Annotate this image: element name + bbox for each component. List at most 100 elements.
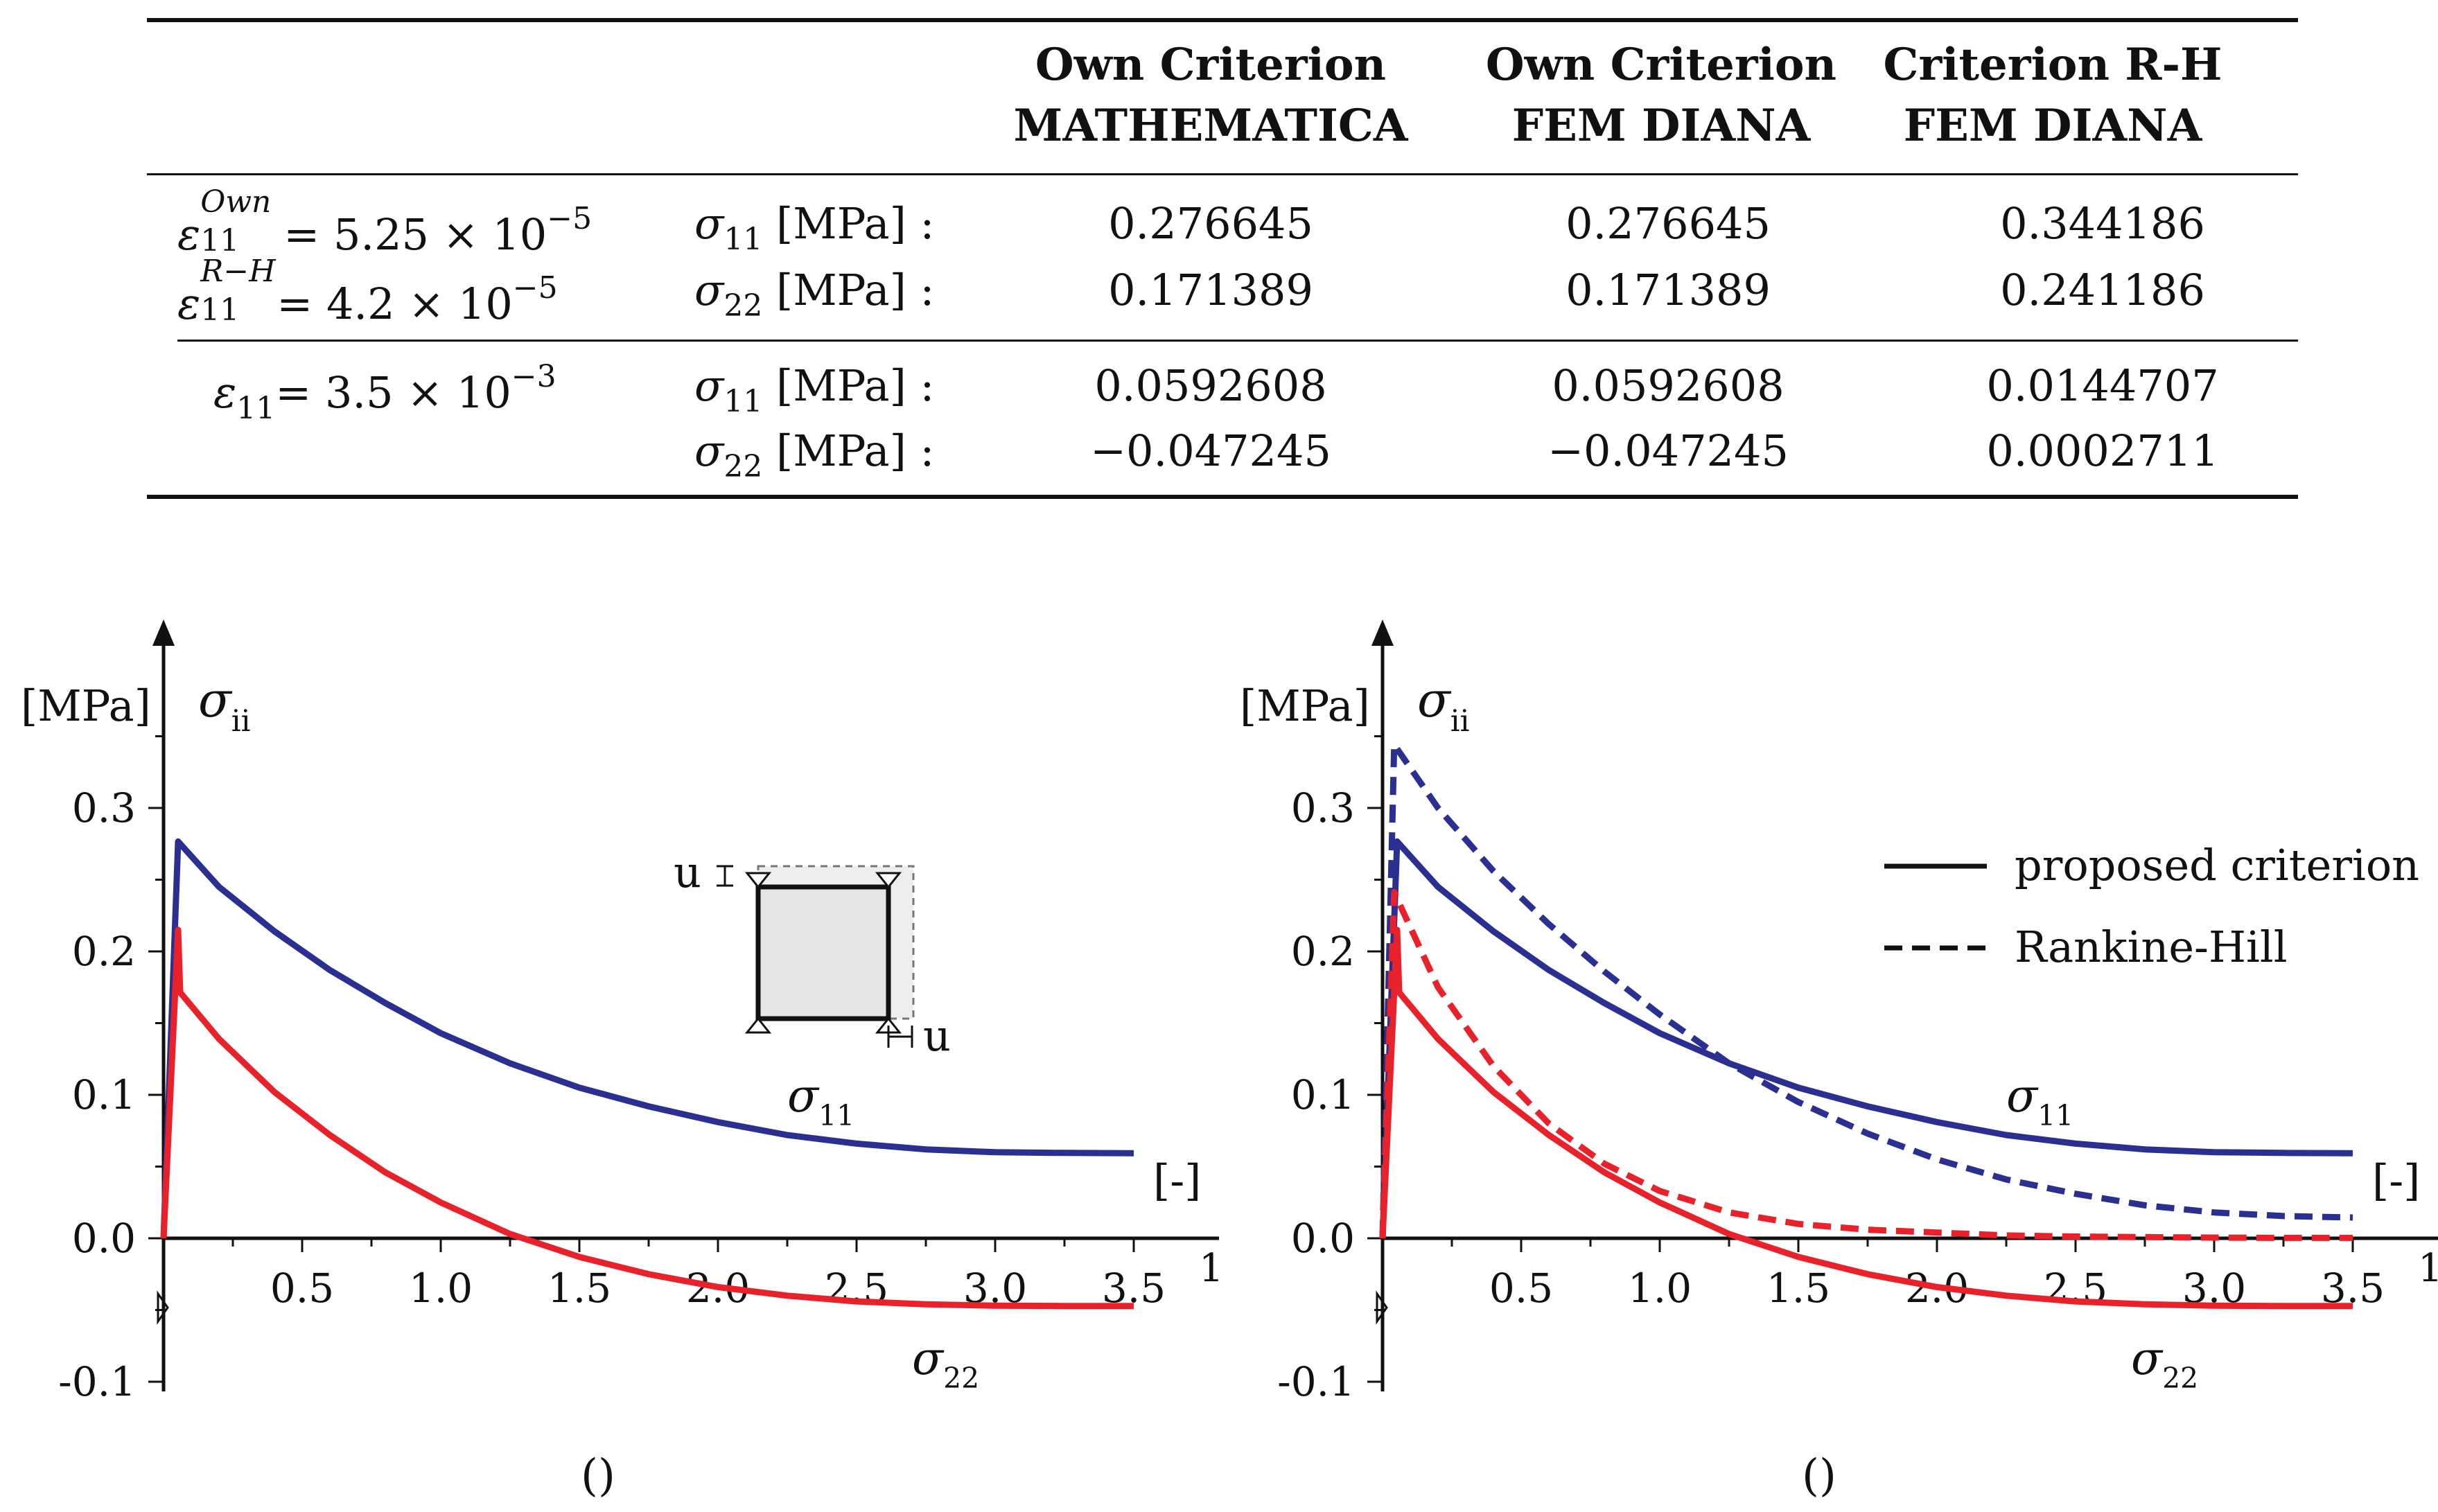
series-line-1 <box>160 926 1134 1310</box>
x-tick-label: 0.5 <box>270 1265 334 1312</box>
table-bottom-rule <box>147 495 2298 499</box>
x-tick-label: 1.5 <box>547 1265 611 1312</box>
strain-symbol: ε <box>177 279 201 329</box>
y-axis-arrow <box>152 619 175 646</box>
x-tick-label: 1.5 <box>1766 1265 1830 1312</box>
x-tick-label: 1.0 <box>409 1265 473 1312</box>
series-label-0: σ11 <box>2006 1069 2073 1132</box>
chart-b: 0.00.10.20.3-0.10.51.01.52.02.53.03.510-… <box>1240 619 2438 1405</box>
inset-support <box>744 1017 772 1034</box>
y-axis-symbol-sym: σ <box>198 671 233 728</box>
x-tick-label: 1.0 <box>1628 1265 1692 1312</box>
stress-label-s11: σ11 [MPa] : <box>694 364 934 417</box>
y-tick-label: 0.0 <box>72 1215 136 1262</box>
strain-own: ε Own 11 = 5.25 × 10−5 <box>177 187 593 256</box>
y-axis-symbol-sym: σ <box>1417 671 1452 728</box>
y-tick-label: 0.3 <box>72 784 136 832</box>
stress-sub: 22 <box>723 449 763 484</box>
strain-value: = 5.25 × 10 <box>283 209 547 260</box>
series-label-1-sub: 22 <box>2162 1362 2198 1395</box>
strain-symbol: ε <box>177 209 201 260</box>
stress-label-s11: σ11 [MPa] : <box>694 202 934 255</box>
header-line1: Own Criterion <box>1485 39 1837 91</box>
strain-value: = 4.2 × 10 <box>277 279 513 329</box>
boundary-condition-inset: uu <box>674 847 951 1061</box>
strain-sub: 11 <box>236 391 276 426</box>
stress-unit: [MPa] : <box>762 425 935 476</box>
series-label-0-sub: 11 <box>818 1099 854 1132</box>
header-rh-diana: Criterion R-H FEM DIANA <box>1879 35 2226 157</box>
x-multiplier-base: 10 <box>1199 1246 1219 1291</box>
support-marker <box>157 1290 169 1325</box>
strain-final: ε11= 3.5 × 10−3 <box>213 362 556 424</box>
series-label-0-sym: σ <box>2006 1069 2039 1123</box>
y-tick-label: 0.2 <box>1291 928 1355 975</box>
table-cell: −0.047245 <box>1547 425 1789 476</box>
table-cell: 0.0144707 <box>1986 360 2219 411</box>
series-label-0-sub: 11 <box>2037 1099 2073 1132</box>
results-table: Own Criterion MATHEMATICA Own Criterion … <box>147 18 2298 503</box>
y-axis-unit: [MPa] <box>1240 680 1370 731</box>
strain-value: = 3.5 × 10 <box>275 367 511 418</box>
strain-indices: R−H 11 <box>200 256 277 326</box>
legend: proposed criterion Rankine-Hill <box>1884 840 2419 972</box>
y-axis-unit: [MPa] <box>21 680 151 731</box>
strain-exp: −5 <box>547 201 593 236</box>
y-tick-label: 0.3 <box>1291 784 1355 832</box>
header-own-diana: Own Criterion FEM DIANA <box>1453 35 1869 157</box>
table-cell: 0.171389 <box>1108 265 1313 315</box>
y-tick-label: 0.2 <box>72 928 136 975</box>
table-mid-rule <box>177 340 2298 342</box>
header-line1: Criterion R-H <box>1883 39 2222 91</box>
x-multiplier-base: 10 <box>2418 1246 2438 1291</box>
strain-exp: −3 <box>511 359 556 394</box>
stress-symbol: σ <box>694 265 724 315</box>
inset-label-top: u <box>674 847 701 897</box>
y-axis-symbol-sub: ii <box>1450 704 1470 739</box>
stress-sub: 11 <box>723 384 763 419</box>
header-line2: FEM DIANA <box>1511 100 1811 152</box>
y-axis-symbol: σii <box>1417 671 1470 739</box>
series-line-0 <box>1379 838 2353 1239</box>
support-marker <box>1376 1290 1388 1325</box>
stress-unit: [MPa] : <box>762 198 935 249</box>
series-label-0-sym: σ <box>787 1069 820 1123</box>
inset-support <box>875 872 902 889</box>
series-label-0: σ11 <box>787 1069 854 1132</box>
y-tick-label: 0.1 <box>72 1071 136 1118</box>
y-axis-symbol: σii <box>198 671 251 739</box>
strain-rh: ε R−H 11 = 4.2 × 10−5 <box>177 256 558 329</box>
table-cell: 0.241186 <box>2000 265 2205 315</box>
y-axis-symbol-sub: ii <box>231 704 251 739</box>
header-own-mathematica: Own Criterion MATHEMATICA <box>1003 35 1419 157</box>
y-tick-label: 0.0 <box>1291 1215 1355 1262</box>
legend-label: Rankine-Hill <box>2015 922 2288 972</box>
legend-label: proposed criterion <box>2015 840 2419 890</box>
y-tick-label: 0.1 <box>1291 1071 1355 1118</box>
stress-unit: [MPa] : <box>762 360 935 411</box>
table-cell: 0.276645 <box>1566 198 1771 249</box>
series-line-1 <box>1379 926 2353 1310</box>
header-line2: MATHEMATICA <box>1013 100 1408 152</box>
strain-exp: −5 <box>512 270 558 306</box>
series-label-1: σ22 <box>912 1332 979 1395</box>
y-tick-label: -0.1 <box>58 1358 136 1405</box>
table-header-rule <box>147 173 2298 175</box>
series-label-1-sym: σ <box>912 1332 945 1385</box>
x-tick-label: 0.5 <box>1489 1265 1553 1312</box>
table-cell: 0.276645 <box>1108 198 1313 249</box>
y-tick-label: -0.1 <box>1277 1358 1355 1405</box>
panel-label-a: () <box>581 1450 615 1502</box>
x-multiplier: 10-3 <box>2418 1242 2438 1291</box>
table-cell: 0.0002711 <box>1986 425 2219 476</box>
header-line2: FEM DIANA <box>1903 100 2202 152</box>
inset-element <box>755 884 891 1021</box>
x-axis-unit: [-] <box>1153 1155 1201 1206</box>
stress-unit: [MPa] : <box>762 265 935 315</box>
series-label-1-sym: σ <box>2131 1332 2164 1385</box>
strain-sup: Own <box>200 184 272 220</box>
inset-label-right: u <box>923 1010 951 1061</box>
inset-support <box>744 872 772 889</box>
panel-label-b: () <box>1802 1450 1836 1502</box>
x-axis-unit: [-] <box>2372 1155 2420 1206</box>
